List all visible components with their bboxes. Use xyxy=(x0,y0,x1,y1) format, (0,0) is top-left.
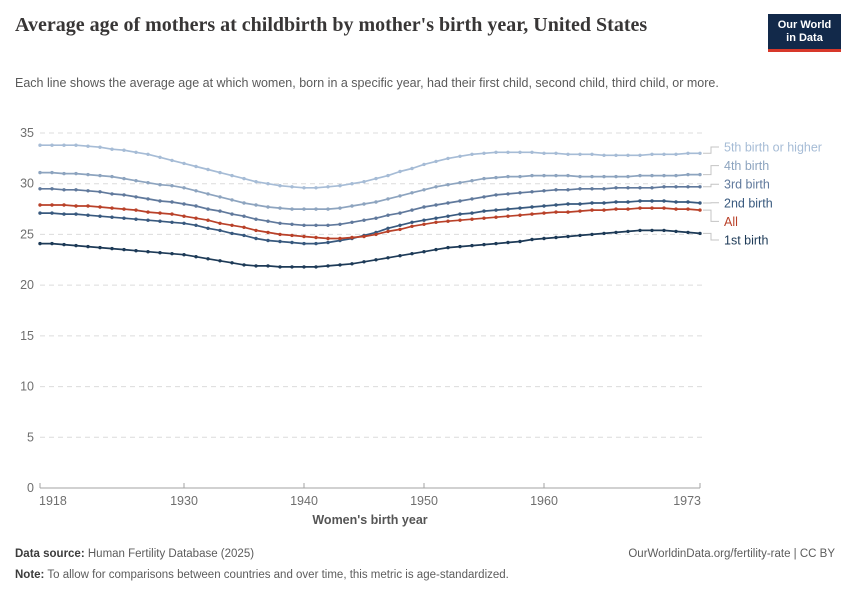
series-line-all[interactable] xyxy=(39,204,701,240)
license-link[interactable]: OurWorldinData.org/fertility-rate | CC B… xyxy=(628,548,835,560)
series-points-1st-birth xyxy=(38,228,702,269)
note-text: To allow for comparisons between countri… xyxy=(44,569,509,581)
y-tick-label-20: 20 xyxy=(20,278,34,292)
series-points-3rd-birth xyxy=(38,185,702,227)
legend-label-3rd-birth[interactable]: 3rd birth xyxy=(724,178,770,192)
legend-connector-all xyxy=(703,209,719,222)
y-tick-label-5: 5 xyxy=(27,430,34,444)
data-source-text: Human Fertility Database (2025) xyxy=(84,548,255,560)
series-line-2nd-birth[interactable] xyxy=(39,200,701,245)
y-tick-label-15: 15 xyxy=(20,329,34,343)
y-tick-label-35: 35 xyxy=(20,126,34,140)
x-tick-label-1918: 1918 xyxy=(39,494,67,508)
legend-label-5th-birth-or-higher[interactable]: 5th birth or higher xyxy=(724,141,822,155)
data-source-label: Data source: xyxy=(15,548,85,560)
x-tick-label-1930: 1930 xyxy=(170,494,198,508)
data-source: Data source: Human Fertility Database (2… xyxy=(15,546,254,562)
series-points-5th-birth-or-higher xyxy=(38,143,702,190)
x-tick-label-1940: 1940 xyxy=(290,494,318,508)
y-tick-label-10: 10 xyxy=(20,380,34,394)
series-line-4th-birth[interactable] xyxy=(39,171,701,210)
y-tick-label-25: 25 xyxy=(20,227,34,241)
series-line-1st-birth[interactable] xyxy=(39,229,701,268)
x-axis-label: Women's birth year xyxy=(312,513,427,527)
logo-line2: in Data xyxy=(786,31,823,44)
x-tick-label-1960: 1960 xyxy=(530,494,558,508)
legend-label-all[interactable]: All xyxy=(724,215,738,229)
legend-label-2nd-birth[interactable]: 2nd birth xyxy=(724,196,773,210)
logo-line1: Our World xyxy=(777,19,832,31)
chart-footer: Data source: Human Fertility Database (2… xyxy=(15,546,835,583)
y-tick-label-30: 30 xyxy=(20,177,34,191)
legend-label-4th-birth[interactable]: 4th birth xyxy=(724,159,769,173)
page-title: Average age of mothers at childbirth by … xyxy=(15,14,648,36)
chart-subtitle: Each line shows the average age at which… xyxy=(15,76,719,90)
legend-label-1st-birth[interactable]: 1st birth xyxy=(724,234,769,248)
series-line-5th-birth-or-higher[interactable] xyxy=(39,144,701,189)
legend-connector-5th-birth-or-higher xyxy=(703,146,719,154)
owid-logo: Our World in Data xyxy=(768,14,841,52)
note-label: Note: xyxy=(15,569,45,581)
x-tick-label-1950: 1950 xyxy=(410,494,438,508)
legend-connector-3rd-birth xyxy=(703,183,719,188)
series-points-all xyxy=(38,203,702,241)
y-tick-label-0: 0 xyxy=(27,481,34,495)
legend-connector-1st-birth xyxy=(703,232,719,241)
series-points-2nd-birth xyxy=(38,199,702,246)
series-line-3rd-birth[interactable] xyxy=(39,185,701,227)
series-points-4th-birth xyxy=(38,170,702,211)
legend-connector-4th-birth xyxy=(703,165,719,176)
x-tick-label-1973: 1973 xyxy=(673,494,701,508)
